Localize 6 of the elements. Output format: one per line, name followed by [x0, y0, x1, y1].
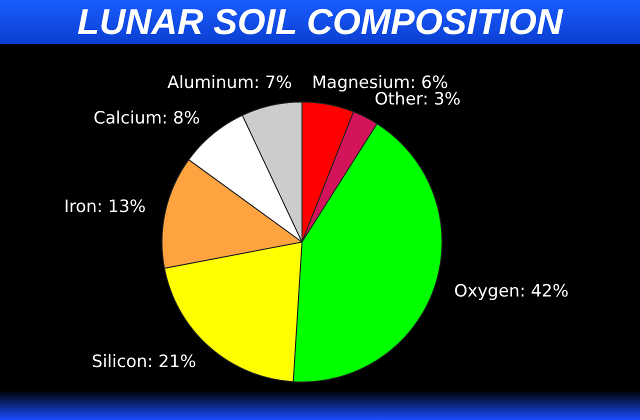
chart-title: LUNAR SOIL COMPOSITION [77, 1, 564, 42]
slice-label: Oxygen: 42% [454, 281, 569, 302]
slice-label: Iron: 13% [64, 197, 146, 218]
slice-label: Aluminum: 7% [167, 73, 292, 93]
slice-label: Calcium: 8% [93, 108, 200, 129]
slice-label: Silicon: 21% [92, 352, 196, 372]
